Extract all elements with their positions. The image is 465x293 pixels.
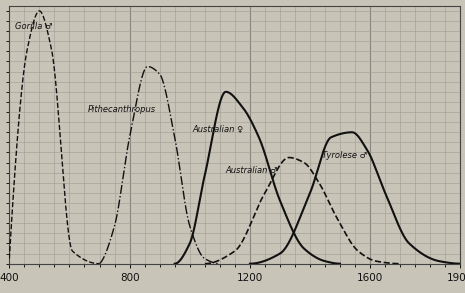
Text: Tyrolese ♂: Tyrolese ♂ — [322, 151, 367, 159]
Text: Australian ♀: Australian ♀ — [193, 125, 244, 134]
Text: Australian ♂: Australian ♂ — [226, 166, 279, 175]
Text: Pithecanthropus: Pithecanthropus — [87, 105, 156, 114]
Text: Gorilla ♂: Gorilla ♂ — [15, 22, 52, 30]
